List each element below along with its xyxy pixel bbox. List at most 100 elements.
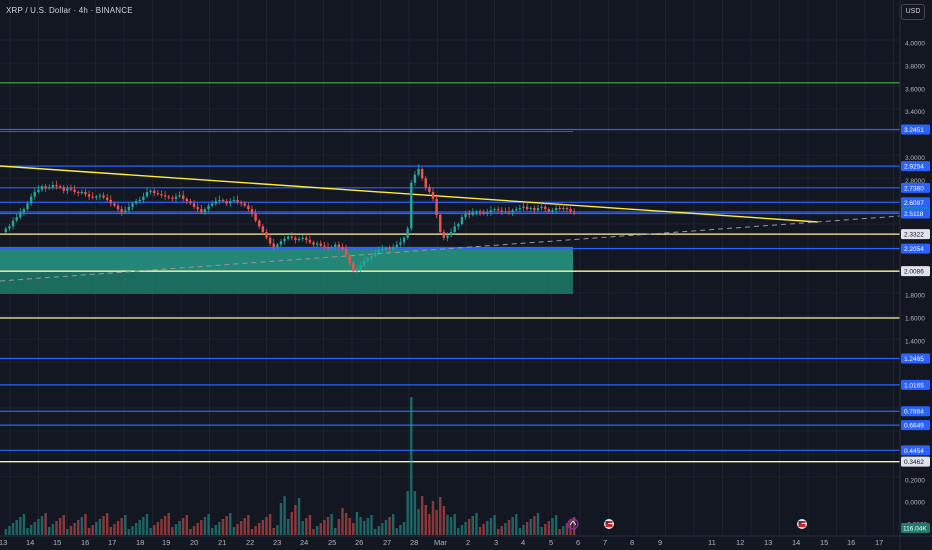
volume-bars [4,397,576,535]
volume-bar [326,517,330,535]
volume-bar [196,523,199,535]
price-label-bg [901,243,930,254]
candle-body [326,246,330,249]
price-label-bg [901,208,930,219]
candle-body [272,243,275,247]
volume-bar [562,526,565,535]
volume-bar [460,525,464,535]
volume-bar [471,516,475,535]
volume-bar [323,520,326,535]
candle-body [127,206,131,211]
candle-body [236,199,239,203]
time-tick-label: 13 [0,538,7,547]
candle-body [163,195,167,197]
volume-bar [120,518,123,535]
crypto-event-icon-glyph [569,520,577,526]
price-axis[interactable]: 4.0000 3.8000 3.6000 3.4000 3.0000 2.8000 1.80… [899,0,932,550]
price-level-label: 2.0086 [904,269,924,276]
candle-body [196,206,199,210]
us-flag-icon-stripe [798,523,806,524]
candle-body [66,188,69,191]
candle-body [192,203,196,207]
volume-bar [134,523,138,535]
volume-bar [268,514,272,535]
time-tick-label: 20 [190,538,198,547]
volume-bar [388,517,391,535]
volume-bar [348,518,351,535]
candle-body [471,212,475,215]
candle-body [181,195,185,199]
candle-body [87,194,91,197]
candle-body [315,243,319,245]
descending-trendline [0,165,819,223]
candle-body [453,226,456,233]
volume-bar [265,517,268,535]
volume-bar [40,516,44,535]
volume-bar [301,521,304,535]
currency-button[interactable]: USD [901,4,925,20]
time-tick-label: 3 [494,538,498,547]
candle-body [134,201,138,204]
candle-body [301,237,304,239]
candle-body [529,207,532,210]
volume-bar [515,514,518,535]
demand-zone-upper [0,246,573,271]
candle-body [507,211,511,213]
candle-body [410,182,413,229]
price-level-label: 3.2451 [904,127,924,134]
time-axis[interactable]: 13 14 15 16 17 18 19 20 21 22 23 24 25 26 27 28 Mar 2 3 4 5 6… [0,535,932,547]
volume-bar [95,522,98,535]
volume-bar [232,527,236,535]
candle-body [265,232,268,238]
volume-bar [243,518,246,535]
volume-bar [113,524,116,535]
candle-body [359,265,362,269]
time-tick-label: 22 [246,538,254,547]
candle-body [297,238,301,241]
candle-body [200,209,203,213]
candle-body [493,209,496,211]
price-label-bg [901,353,930,364]
volume-bar [384,520,388,535]
candle-body [73,189,76,192]
volume-bar [518,528,522,535]
volume-bar [214,525,217,535]
volume-bar [239,521,243,535]
volume-bar [156,522,160,535]
candle-body [247,205,250,210]
volume-bar [11,523,15,535]
volume-bar [547,521,551,535]
volume-bar [37,519,40,535]
candle-body [203,209,207,213]
volume-bar [55,521,58,535]
volume-bar [522,525,525,535]
candle-body [26,203,29,210]
candle-body [446,235,449,238]
candle-body [171,197,174,199]
volume-bar [565,523,569,535]
crypto-event-icon [567,518,579,530]
candle-body [11,220,15,227]
volume-bar [181,518,185,535]
price-label-bg [901,197,930,208]
candle-body [102,195,105,198]
volume-bar [446,515,449,535]
time-tick-label: 15 [820,538,828,547]
candle-body [478,211,482,213]
candle-body [261,226,265,233]
candle-body [131,203,134,207]
volume-bar [254,526,257,535]
volume-bar [203,517,207,535]
volume-bar [363,521,366,535]
price-label-bg [901,456,930,467]
time-tick-label: 18 [136,538,144,547]
candle-body [381,249,384,251]
volume-bar [424,505,427,535]
candle-body [185,198,189,202]
volume-bar [102,516,105,535]
volume-bar [330,514,333,535]
candle-body [254,213,257,221]
candle-body [279,241,283,245]
price-level-label: 2.2054 [904,246,924,253]
